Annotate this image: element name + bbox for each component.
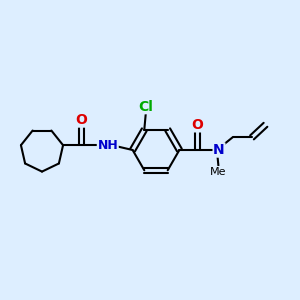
Text: N: N	[213, 143, 225, 157]
Text: O: O	[76, 113, 88, 127]
Text: Me: Me	[210, 167, 227, 177]
Text: NH: NH	[98, 139, 118, 152]
Text: O: O	[191, 118, 203, 132]
Text: Cl: Cl	[138, 100, 153, 114]
